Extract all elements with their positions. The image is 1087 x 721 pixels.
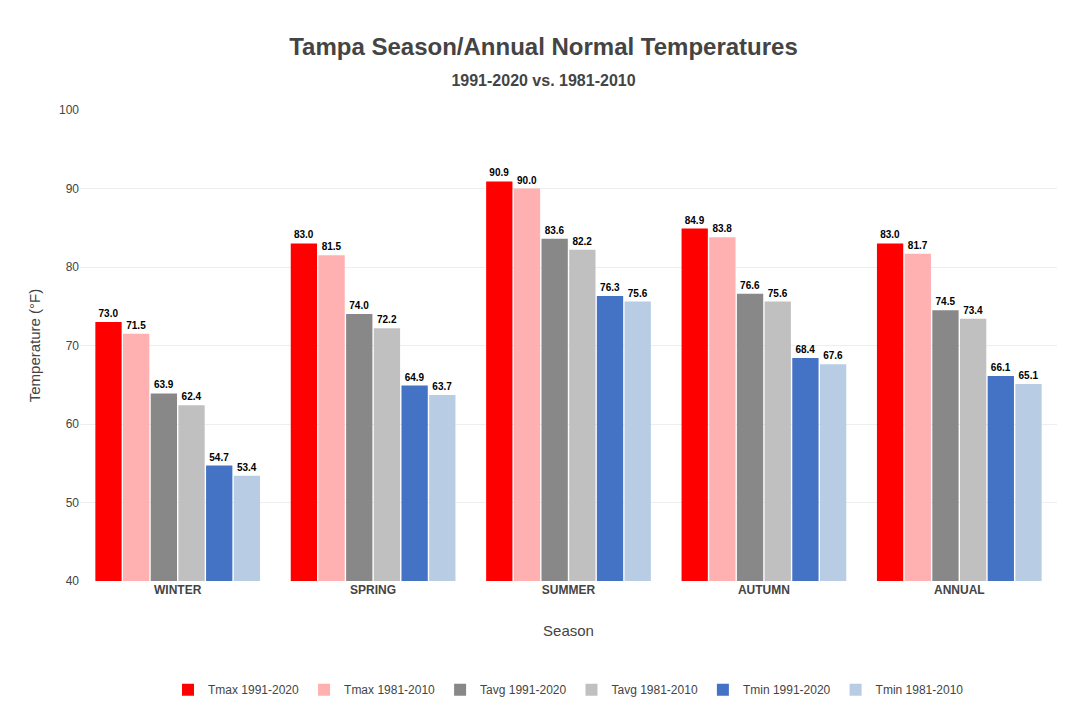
svg-text:84.9: 84.9 [685, 215, 705, 226]
svg-text:90.9: 90.9 [489, 167, 509, 178]
svg-text:40: 40 [66, 574, 80, 588]
svg-text:60: 60 [66, 417, 80, 431]
svg-text:75.6: 75.6 [628, 288, 648, 299]
svg-text:90: 90 [66, 182, 80, 196]
svg-text:82.2: 82.2 [572, 236, 592, 247]
svg-text:Tmax 1981-2010: Tmax 1981-2010 [344, 683, 435, 697]
svg-text:50: 50 [66, 496, 80, 510]
svg-text:64.9: 64.9 [405, 372, 425, 383]
svg-text:AUTUMN: AUTUMN [738, 583, 790, 597]
svg-text:73.0: 73.0 [99, 308, 119, 319]
svg-text:53.4: 53.4 [237, 462, 257, 473]
svg-text:73.4: 73.4 [963, 305, 983, 316]
svg-text:Temperature (°F): Temperature (°F) [26, 289, 43, 403]
svg-text:75.6: 75.6 [768, 288, 788, 299]
svg-text:81.7: 81.7 [908, 240, 928, 251]
svg-text:65.1: 65.1 [1019, 370, 1039, 381]
svg-text:63.9: 63.9 [154, 379, 174, 390]
svg-text:74.5: 74.5 [936, 296, 956, 307]
svg-text:83.8: 83.8 [712, 223, 732, 234]
svg-text:SPRING: SPRING [350, 583, 396, 597]
svg-text:71.5: 71.5 [126, 320, 146, 331]
svg-text:WINTER: WINTER [154, 583, 202, 597]
svg-text:54.7: 54.7 [209, 452, 229, 463]
svg-text:Tavg 1981-2010: Tavg 1981-2010 [611, 683, 697, 697]
svg-text:83.6: 83.6 [545, 225, 565, 236]
svg-text:Tmin 1981-2010: Tmin 1981-2010 [876, 683, 964, 697]
svg-text:72.2: 72.2 [377, 314, 397, 325]
svg-text:Season: Season [543, 622, 594, 639]
svg-text:70: 70 [66, 339, 80, 353]
svg-text:83.0: 83.0 [880, 229, 900, 240]
svg-text:1991-2020 vs. 1981-2010: 1991-2020 vs. 1981-2010 [451, 72, 635, 89]
svg-text:68.4: 68.4 [795, 344, 815, 355]
svg-text:66.1: 66.1 [991, 362, 1011, 373]
svg-text:Tavg 1991-2020: Tavg 1991-2020 [480, 683, 566, 697]
svg-text:SUMMER: SUMMER [542, 583, 596, 597]
svg-text:90.0: 90.0 [517, 175, 537, 186]
svg-text:Tampa Season/Annual Normal Tem: Tampa Season/Annual Normal Temperatures [289, 33, 798, 60]
svg-text:80: 80 [66, 260, 80, 274]
svg-text:Tmin 1991-2020: Tmin 1991-2020 [743, 683, 831, 697]
svg-text:62.4: 62.4 [182, 391, 202, 402]
svg-text:76.3: 76.3 [600, 282, 620, 293]
svg-text:83.0: 83.0 [294, 229, 314, 240]
svg-text:74.0: 74.0 [349, 300, 369, 311]
svg-text:81.5: 81.5 [322, 241, 342, 252]
svg-text:63.7: 63.7 [432, 381, 452, 392]
svg-text:ANNUAL: ANNUAL [934, 583, 985, 597]
svg-text:76.6: 76.6 [740, 280, 760, 291]
svg-text:100: 100 [59, 103, 79, 117]
svg-text:Tmax 1991-2020: Tmax 1991-2020 [208, 683, 299, 697]
svg-text:67.6: 67.6 [823, 350, 843, 361]
